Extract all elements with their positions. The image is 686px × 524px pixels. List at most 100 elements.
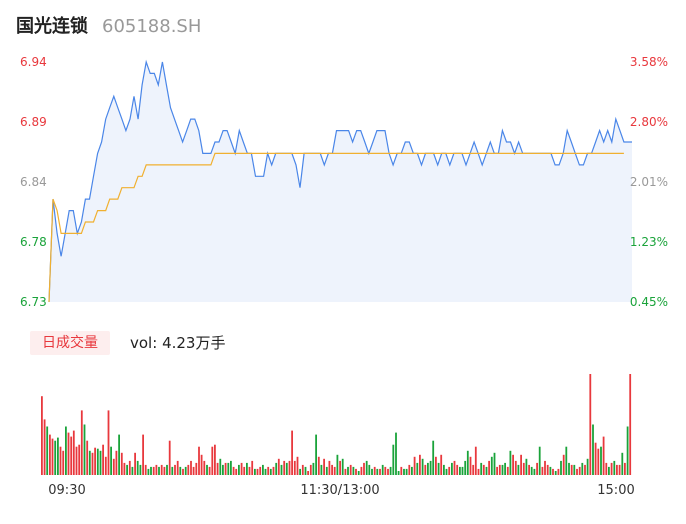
volume-bar [421, 458, 424, 475]
volume-readout: vol: 4.23万手 [130, 332, 225, 354]
volume-bar [466, 450, 469, 475]
volume-bar [184, 466, 187, 475]
volume-bar [155, 464, 158, 475]
volume-bar [187, 464, 190, 475]
volume-bar [200, 454, 203, 475]
volume-bar [224, 462, 227, 475]
volume-bar [389, 466, 392, 475]
volume-bar [621, 452, 624, 475]
volume-bar [264, 468, 267, 475]
volume-bar [46, 426, 49, 475]
volume-bar [437, 462, 440, 475]
volume-bar [544, 460, 546, 475]
volume-bar [174, 464, 176, 475]
volume-bar [163, 466, 166, 475]
volume-bar [57, 437, 59, 475]
volume-bar [363, 462, 365, 475]
volume-bar [541, 466, 544, 475]
volume-bar [51, 438, 54, 475]
stock-name: 国光连锁 [16, 16, 88, 37]
volume-bar [365, 460, 368, 475]
volume-bar [557, 468, 560, 475]
volume-bar [520, 454, 522, 475]
volume-bar [581, 462, 584, 475]
volume-bar [600, 446, 602, 475]
volume-bar [256, 468, 259, 475]
volume-bar [216, 462, 219, 475]
volume-bar [80, 410, 83, 475]
volume-bar [275, 462, 278, 475]
volume-bar [517, 464, 520, 475]
volume-bar [118, 434, 120, 475]
volume-bar [232, 466, 235, 475]
volume-bar [597, 448, 600, 475]
volume-bar [424, 464, 427, 475]
volume-bar [400, 466, 403, 475]
volume-bar [472, 464, 475, 475]
volume-bar [70, 436, 73, 475]
volume-bar [102, 444, 104, 475]
volume-bar [347, 466, 349, 475]
volume-bar [83, 424, 86, 475]
volume-bar [618, 464, 621, 475]
percent-tick-label: 3.58% [630, 55, 668, 69]
volume-bar [104, 456, 107, 475]
volume-bar [128, 460, 131, 475]
volume-bar [150, 466, 152, 475]
volume-bar [440, 454, 443, 475]
volume-bar [301, 464, 304, 475]
volume-bar [206, 464, 208, 475]
volume-bar [411, 466, 413, 475]
volume-bar [198, 446, 200, 475]
volume-bar [309, 464, 312, 475]
volume-bar [501, 464, 504, 475]
volume-bar [267, 466, 270, 475]
volume-bar [445, 468, 448, 475]
volume-bar [49, 434, 51, 475]
volume-bar [307, 471, 309, 475]
volume-bar [589, 374, 592, 475]
volume-bar [43, 419, 46, 475]
volume-bar [222, 464, 224, 475]
volume-bar [166, 464, 168, 475]
volume-bar [435, 456, 437, 475]
volume-readout-label: vol: [130, 334, 158, 352]
volume-bar [403, 468, 405, 475]
volume-bar [59, 446, 62, 475]
volume-bar [86, 440, 89, 475]
volume-bar [397, 471, 400, 475]
volume-bar [565, 446, 568, 475]
volume-bar [139, 464, 142, 475]
volume-bar [54, 440, 57, 475]
stock-code: 605188.SH [102, 16, 202, 37]
volume-bar [584, 464, 586, 475]
daily-volume-tab[interactable]: 日成交量 [30, 331, 110, 355]
volume-bar [530, 466, 533, 475]
volume-bar [352, 466, 355, 475]
price-area [48, 59, 632, 303]
volume-bar [62, 450, 65, 475]
volume-bar [448, 466, 451, 475]
volume-bar [509, 450, 512, 475]
volume-bar [451, 462, 453, 475]
volume-bar [277, 458, 280, 475]
volume-bar [405, 468, 408, 475]
volume-bar [554, 471, 557, 475]
volume-bar [443, 464, 445, 475]
volume-bar [349, 464, 352, 475]
volume-bar [608, 466, 610, 475]
volume-bar [131, 466, 134, 475]
percent-axis: 3.58% 2.80% 2.01% 1.23% 0.45% [630, 55, 668, 309]
volume-bar [432, 440, 435, 475]
volume-bar [317, 456, 320, 475]
price-tick-label: 6.84 [20, 175, 47, 189]
volume-bar [381, 464, 384, 475]
volume-bar [427, 462, 429, 475]
volume-bar [387, 468, 389, 475]
volume-bar [480, 462, 483, 475]
volume-bar [474, 446, 477, 475]
volume-bar [168, 440, 171, 475]
volume-bar [368, 464, 371, 475]
volume-bar [160, 464, 163, 475]
